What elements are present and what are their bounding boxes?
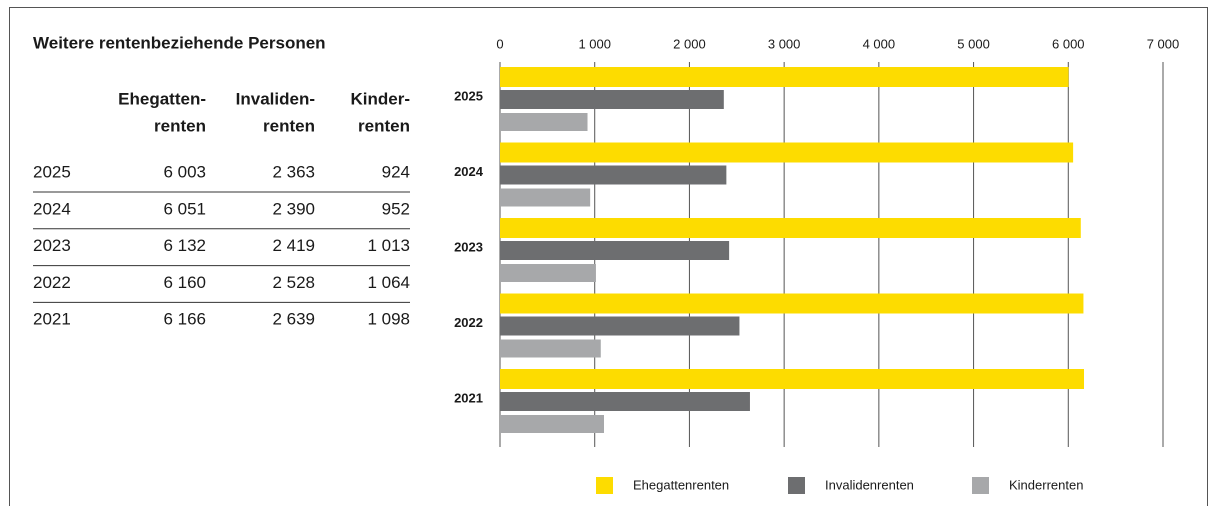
- legend-swatch: [788, 477, 805, 494]
- table-cell: 6 132: [163, 236, 206, 255]
- bar: [500, 188, 591, 207]
- table-cell: 6 051: [163, 199, 206, 218]
- legend-swatch: [972, 477, 989, 494]
- column-header: renten: [154, 116, 206, 135]
- row-label: 2023: [33, 236, 71, 255]
- x-tick-label: 5 000: [957, 36, 990, 51]
- column-header: Kinder-: [351, 89, 411, 108]
- legend-label: Kinderrenten: [1009, 477, 1083, 492]
- column-header: Invaliden-: [236, 89, 315, 108]
- table-cell: 6 003: [163, 162, 206, 181]
- y-tick-label: 2023: [454, 239, 483, 254]
- legend-swatch: [596, 477, 613, 494]
- column-header: renten: [358, 116, 410, 135]
- row-label: 2022: [33, 273, 71, 292]
- table-title: Weitere rentenbeziehende Personen: [33, 33, 326, 52]
- bar: [500, 90, 724, 109]
- legend-label: Invalidenrenten: [825, 477, 914, 492]
- row-label: 2025: [33, 162, 71, 181]
- bar: [500, 165, 727, 185]
- y-tick-label: 2022: [454, 315, 483, 330]
- y-tick-label: 2024: [454, 164, 484, 179]
- bar: [500, 415, 604, 433]
- bar: [500, 142, 1074, 163]
- table-cell: 2 528: [272, 273, 315, 292]
- bar: [500, 339, 601, 358]
- table-cell: 2 419: [272, 236, 315, 255]
- table-cell: 2 639: [272, 310, 315, 329]
- bar: [500, 218, 1081, 238]
- x-tick-label: 3 000: [768, 36, 801, 51]
- bar: [500, 293, 1084, 314]
- column-header: Ehegatten-: [118, 89, 206, 108]
- legend-label: Ehegattenrenten: [633, 477, 729, 492]
- x-tick-label: 4 000: [863, 36, 896, 51]
- x-tick-label: 7 000: [1147, 36, 1180, 51]
- row-label: 2024: [33, 199, 71, 218]
- y-tick-label: 2021: [454, 390, 483, 405]
- bar: [500, 67, 1069, 87]
- table-cell: 6 166: [163, 310, 206, 329]
- bar: [500, 241, 730, 260]
- y-tick-label: 2025: [454, 88, 483, 103]
- x-tick-label: 0: [496, 36, 503, 51]
- bar: [500, 369, 1085, 389]
- column-header: renten: [263, 116, 315, 135]
- row-label: 2021: [33, 310, 71, 329]
- x-tick-label: 1 000: [578, 36, 611, 51]
- table-cell: 2 390: [272, 199, 315, 218]
- table-cell: 1 064: [367, 273, 410, 292]
- bar: [500, 264, 596, 282]
- x-tick-label: 6 000: [1052, 36, 1085, 51]
- table-cell: 924: [382, 162, 410, 181]
- bar: [500, 113, 588, 131]
- table-cell: 1 013: [367, 236, 410, 255]
- x-tick-label: 2 000: [673, 36, 706, 51]
- table-cell: 2 363: [272, 162, 315, 181]
- bar: [500, 392, 750, 411]
- table-cell: 1 098: [367, 310, 410, 329]
- bar: [500, 316, 740, 336]
- table-cell: 6 160: [163, 273, 206, 292]
- frame: [9, 7, 1208, 506]
- table-cell: 952: [382, 199, 410, 218]
